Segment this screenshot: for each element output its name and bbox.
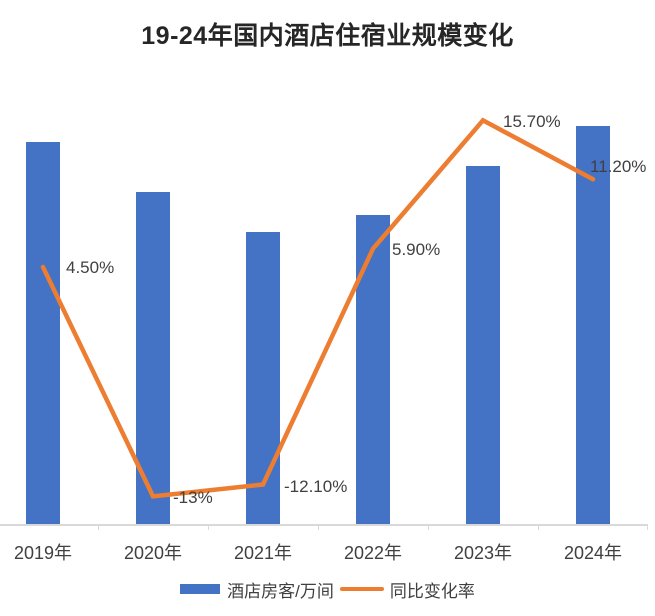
chart-legend: 酒店房客/万间 同比变化率: [0, 578, 655, 601]
bar: [26, 142, 60, 525]
x-axis-line: [0, 524, 648, 526]
x-axis-label: 2020年: [123, 543, 183, 563]
bar-series-swatch: [180, 584, 221, 594]
x-axis-label: 2024年: [563, 543, 623, 563]
x-axis-label: 2021年: [233, 543, 293, 563]
data-label: 11.20%: [590, 157, 647, 177]
bar: [246, 232, 280, 525]
line-series-swatch: [339, 587, 384, 591]
data-label: 15.70%: [503, 112, 561, 132]
data-label: -13%: [173, 488, 213, 508]
x-axis-tick: [317, 524, 319, 530]
data-label: 4.50%: [66, 258, 115, 278]
bar: [136, 191, 170, 525]
bar: [576, 125, 610, 525]
chart-title: 19-24年国内酒店住宿业规模变化: [141, 22, 514, 50]
line-series-label: 同比变化率: [389, 581, 475, 601]
x-axis-tick: [537, 524, 539, 530]
x-axis-tick: [427, 524, 429, 530]
line-series-path: [40, 117, 596, 499]
x-axis-label: 2019年: [13, 543, 73, 563]
data-label: -12.10%: [284, 476, 348, 496]
bar-series-label: 酒店房客/万间: [227, 581, 334, 601]
bar: [356, 214, 390, 525]
bar: [466, 166, 500, 525]
x-axis-tick: [97, 524, 99, 530]
x-axis-tick: [207, 524, 209, 530]
x-axis-label: 2023年: [453, 543, 513, 563]
data-label: 5.90%: [392, 239, 441, 259]
x-axis-tick: [647, 524, 648, 530]
x-axis-label: 2022年: [343, 543, 403, 563]
